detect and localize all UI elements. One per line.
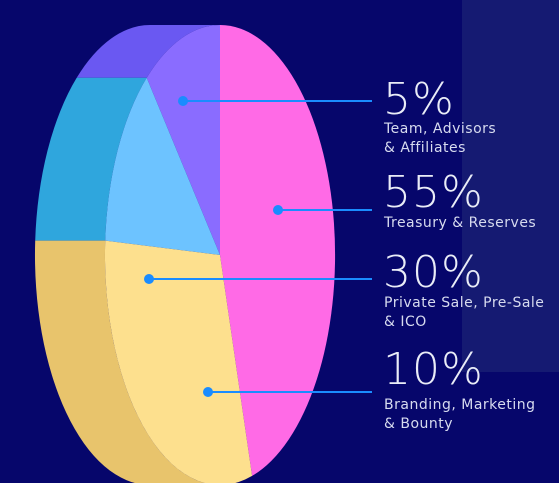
pie-side-left (35, 77, 147, 241)
pie-side-top (76, 25, 220, 78)
pie-slice-private-sale (105, 77, 220, 255)
pie-slice-treasury (220, 24, 336, 476)
pie-side-bottom (34, 240, 206, 483)
leader-lines (144, 96, 372, 397)
pie-slice-branding (104, 240, 253, 483)
background-panel (462, 0, 559, 372)
pie-slice-team (146, 25, 220, 255)
leader-dot-treasury (273, 205, 283, 215)
pie-face (104, 24, 336, 483)
leader-dot-team (178, 96, 188, 106)
pie-side (34, 25, 220, 483)
leader-dot-branding (203, 387, 213, 397)
leader-dot-private-sale (144, 274, 154, 284)
